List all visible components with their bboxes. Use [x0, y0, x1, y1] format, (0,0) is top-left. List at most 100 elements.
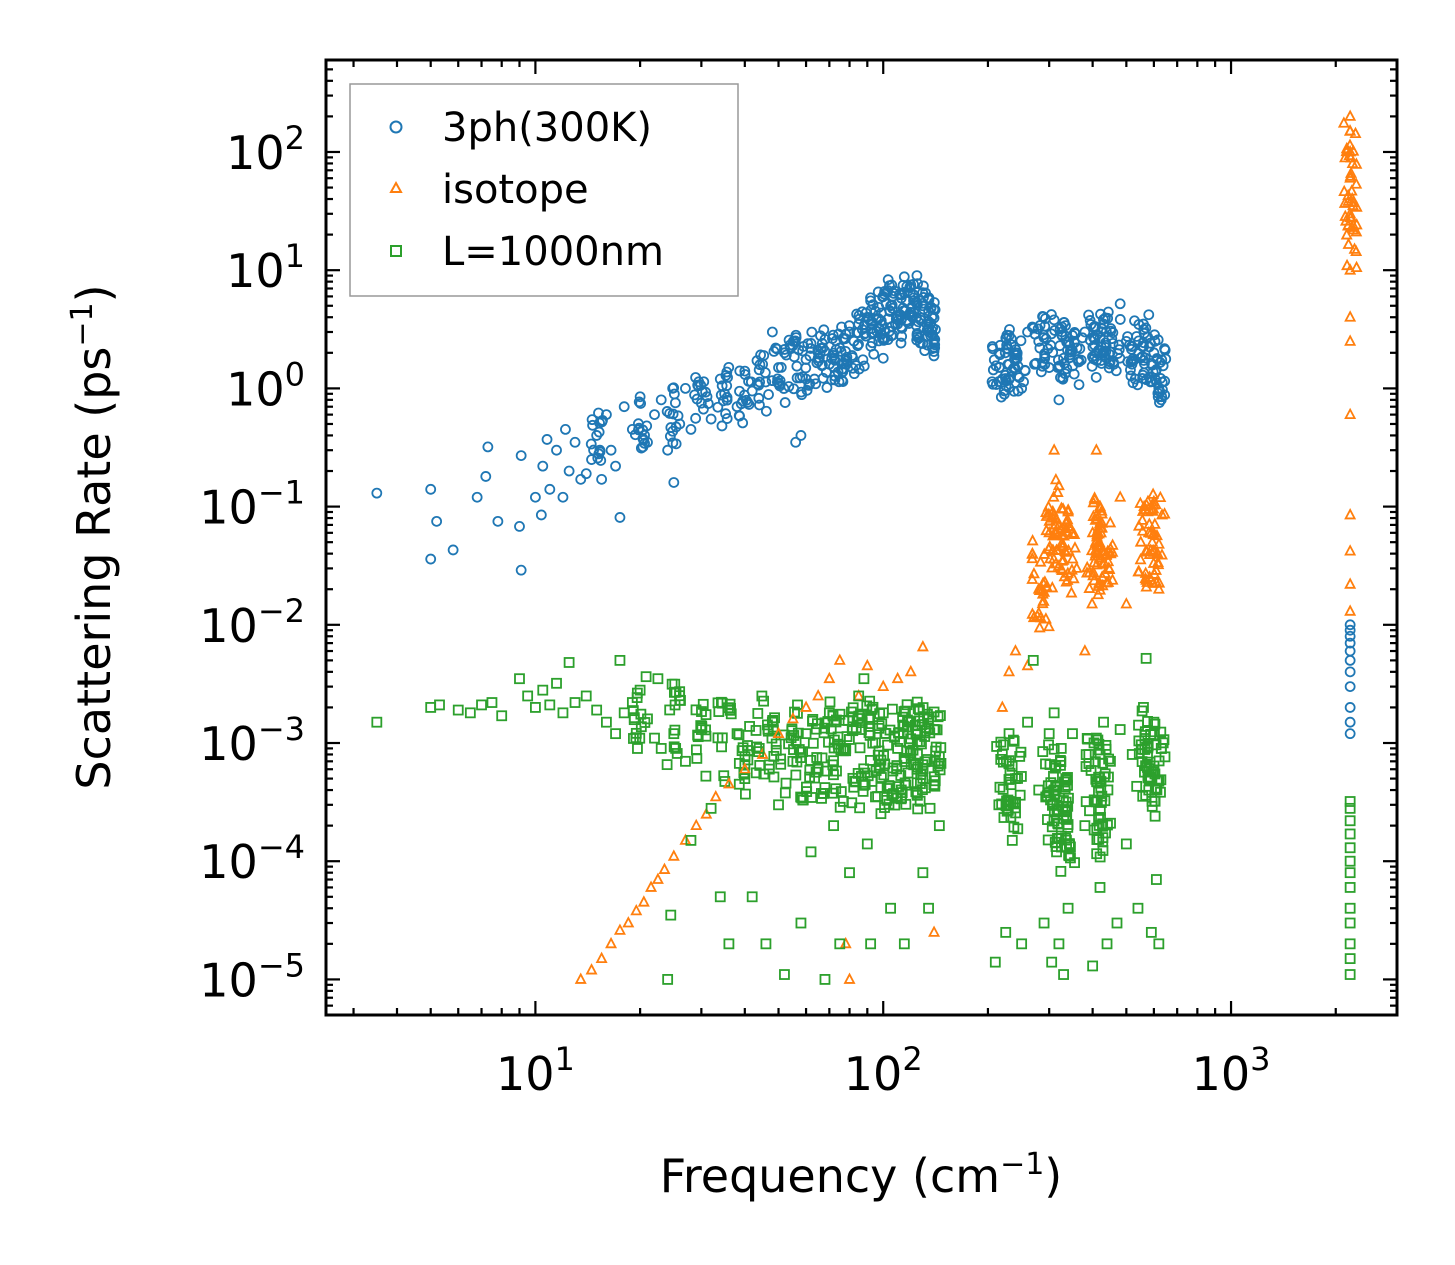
data-point-square	[1097, 820, 1109, 832]
data-point-square	[875, 808, 887, 820]
data-point-triangle	[1344, 263, 1357, 275]
data-point-triangle	[1060, 575, 1073, 587]
data-point-circle	[928, 312, 940, 324]
data-point-square	[685, 834, 697, 846]
data-point-triangle	[1102, 554, 1115, 567]
data-point-triangle	[928, 925, 941, 937]
data-point-circle	[1143, 309, 1155, 321]
data-point-circle	[892, 318, 904, 330]
data-point-square	[739, 759, 751, 771]
data-point-circle	[731, 401, 743, 413]
data-point-circle	[685, 423, 697, 435]
data-point-square	[1140, 652, 1152, 664]
data-point-circle	[753, 392, 765, 404]
data-point-triangle	[1032, 606, 1045, 618]
data-point-triangle	[1114, 490, 1127, 502]
data-point-square	[823, 707, 835, 719]
data-point-square	[668, 741, 680, 753]
data-point-circle	[1112, 348, 1124, 359]
data-point-circle	[471, 491, 483, 503]
data-point-triangle	[1086, 597, 1099, 609]
data-point-triangle	[1139, 566, 1152, 578]
data-point-square	[840, 743, 852, 754]
data-point-triangle	[1060, 524, 1073, 537]
data-point-square	[680, 755, 691, 767]
data-point-square	[1149, 718, 1161, 730]
data-point-circle	[800, 354, 812, 365]
data-point-triangle	[1146, 504, 1159, 516]
data-point-square	[1344, 917, 1356, 929]
data-point-square	[1100, 827, 1111, 839]
data-point-triangle	[1068, 527, 1081, 540]
data-point-circle	[1001, 329, 1013, 341]
data-point-square	[1344, 842, 1356, 854]
data-point-circle	[1344, 681, 1356, 693]
data-point-circle	[773, 362, 784, 373]
data-point-square	[1101, 938, 1113, 950]
data-point-circle	[492, 515, 504, 527]
data-point-square	[712, 697, 724, 709]
data-point-circle	[1344, 716, 1356, 728]
data-point-triangle	[1136, 524, 1149, 536]
data-point-circle	[690, 412, 702, 424]
data-point-circle	[806, 326, 818, 338]
data-point-circle	[800, 373, 812, 385]
data-point-circle	[841, 351, 853, 363]
data-point-square	[1094, 851, 1106, 863]
data-point-square	[661, 759, 673, 771]
data-point-square	[1016, 938, 1028, 950]
data-point-square	[632, 743, 643, 754]
data-point-square	[861, 700, 873, 712]
data-point-square	[1033, 784, 1045, 796]
data-point-triangle	[1083, 581, 1096, 593]
data-point-triangle	[1009, 644, 1022, 656]
legend-label-l1000nm: L=1000nm	[442, 229, 664, 275]
data-point-triangle	[1026, 546, 1039, 559]
data-point-square	[731, 728, 743, 740]
x-axis-title: Frequency (cm−1)	[660, 1147, 1063, 1203]
data-point-square	[758, 695, 770, 707]
data-point-square	[819, 782, 831, 793]
data-point-triangle	[1086, 525, 1099, 538]
data-point-circle	[649, 409, 660, 421]
data-point-square	[1094, 882, 1106, 893]
data-point-triangle	[852, 689, 865, 701]
data-point-circle	[668, 477, 680, 488]
data-point-circle	[870, 305, 881, 317]
data-point-circle	[662, 444, 674, 456]
data-point-circle	[877, 291, 889, 302]
data-point-triangle	[1094, 514, 1107, 526]
data-point-triangle	[1078, 644, 1091, 656]
data-point-circle	[692, 379, 704, 391]
data-point-square	[1000, 926, 1012, 938]
data-point-square	[770, 738, 782, 750]
data-point-triangle	[1152, 582, 1165, 594]
data-point-circle	[1148, 347, 1160, 359]
data-point-square	[816, 788, 827, 799]
data-point-square	[805, 754, 816, 766]
data-point-triangle	[1147, 494, 1160, 507]
data-point-triangle	[1059, 545, 1072, 557]
data-point-triangle	[1338, 184, 1351, 197]
data-point-circle	[1114, 298, 1126, 310]
data-point-circle	[664, 408, 676, 419]
data-point-triangle	[1042, 500, 1055, 512]
data-point-circle	[794, 372, 806, 384]
data-point-circle	[857, 354, 869, 366]
data-point-square	[1055, 865, 1067, 877]
data-point-square	[870, 791, 881, 803]
data-point-circle	[1015, 335, 1027, 347]
data-point-triangle	[630, 903, 643, 916]
data-point-triangle	[1344, 109, 1357, 121]
data-point-circle	[601, 409, 612, 421]
data-point-circle	[560, 423, 571, 435]
data-point-square	[522, 690, 534, 702]
data-point-square	[746, 891, 758, 903]
data-point-square	[750, 725, 762, 736]
data-point-square	[1027, 654, 1039, 666]
data-point-square	[775, 758, 787, 770]
data-point-triangle	[1348, 242, 1361, 254]
data-point-triangle	[1152, 537, 1165, 549]
data-point-triangle	[1344, 171, 1357, 183]
data-point-circle	[635, 398, 647, 409]
